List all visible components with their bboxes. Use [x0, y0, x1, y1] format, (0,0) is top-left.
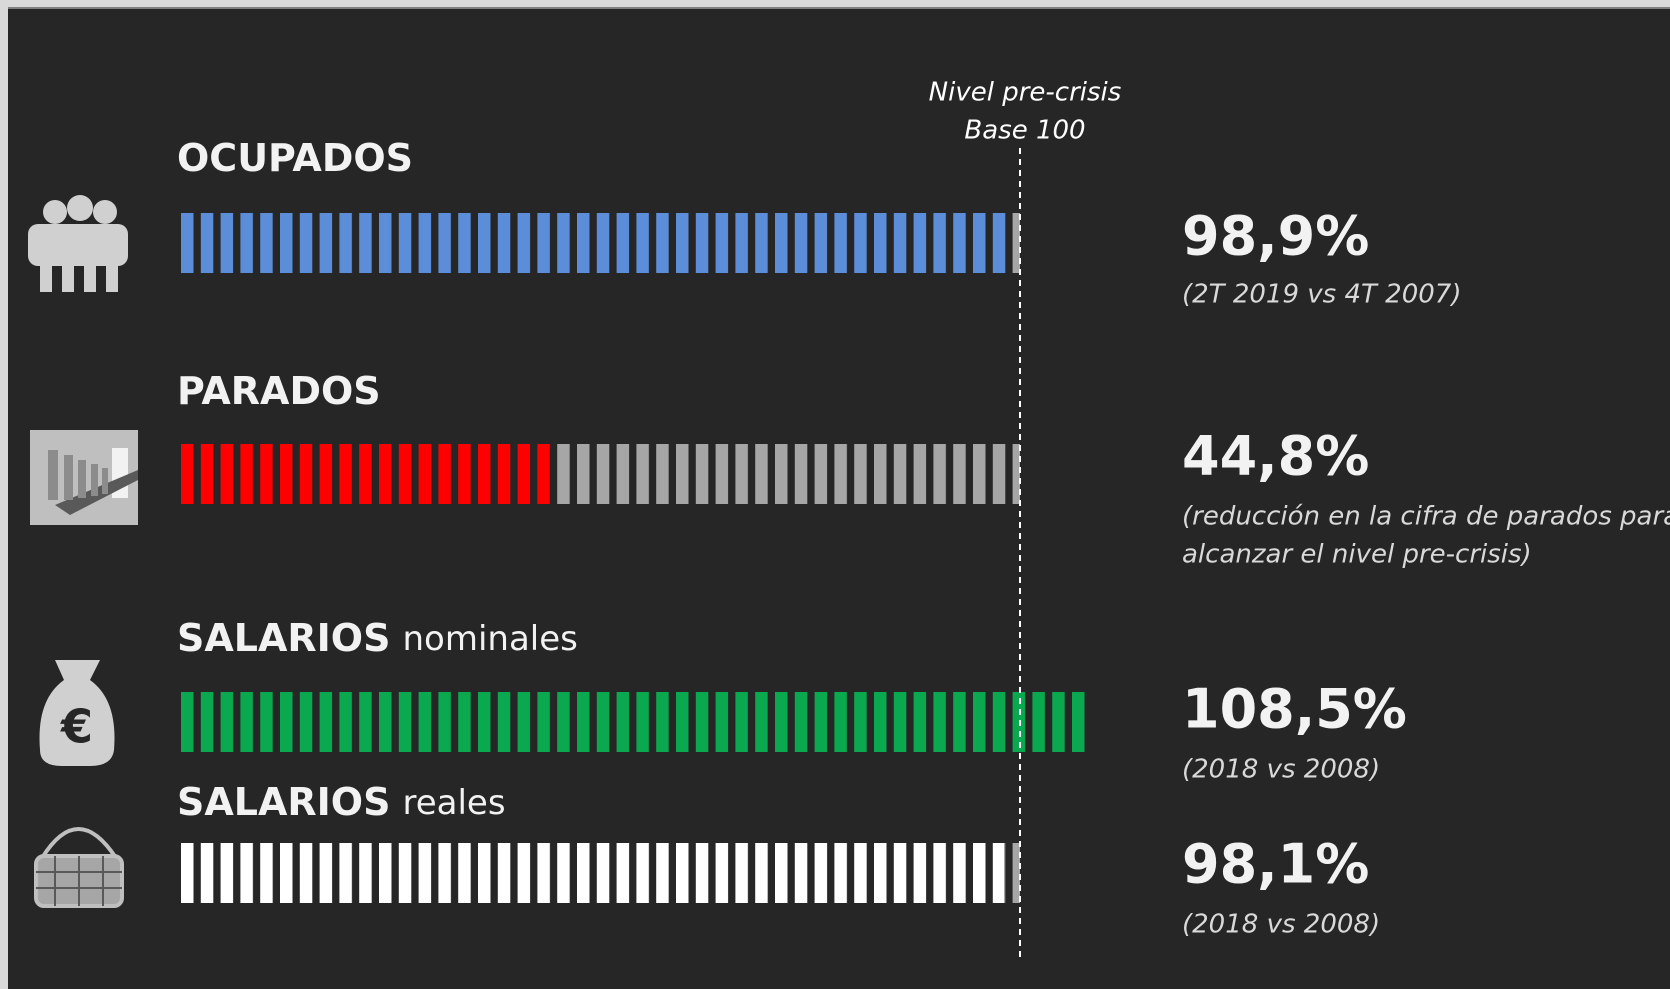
row-title: PARADOS — [177, 369, 381, 413]
bar — [181, 843, 1004, 903]
page: {"chart_data": { "type": "bar", "referen… — [0, 0, 1670, 989]
value-label: 44,8% — [1182, 425, 1369, 488]
row-label: PARADOS — [177, 369, 381, 413]
infographic: € Nivel pre-crisis Base 100 OCUPADOS 98,9… — [0, 0, 1670, 989]
reference-label: Base 100 — [964, 116, 1085, 146]
row-label: SALARIOS — [177, 616, 390, 660]
row-qualifier: nominales — [402, 619, 577, 659]
bar — [181, 444, 557, 504]
value-note: alcanzar el nivel pre-crisis) — [1182, 540, 1532, 570]
row-title: SALARIOS reales — [177, 780, 506, 824]
bar-remainder — [557, 444, 1020, 504]
svg-text:€: € — [60, 700, 93, 754]
reference-label: Nivel pre-crisis — [929, 78, 1122, 108]
bar-remainder — [1011, 213, 1020, 273]
row-title: OCUPADOS — [177, 136, 413, 180]
bar-remainder — [1004, 843, 1020, 903]
value-note: (reducción en la cifra de parados para — [1182, 502, 1670, 532]
value-note: (2018 vs 2008) — [1182, 910, 1380, 940]
row-qualifier: reales — [402, 783, 505, 823]
bar — [181, 692, 1091, 752]
bar — [181, 213, 1011, 273]
value-note: (2018 vs 2008) — [1182, 755, 1380, 785]
queue-icon — [30, 430, 138, 525]
row-label: SALARIOS — [177, 780, 390, 824]
value-label: 98,9% — [1182, 205, 1369, 268]
row-label: OCUPADOS — [177, 136, 413, 180]
row-title: SALARIOS nominales — [177, 616, 578, 660]
value-label: 98,1% — [1182, 833, 1369, 896]
value-note: (2T 2019 vs 4T 2007) — [1182, 280, 1461, 310]
value-label: 108,5% — [1182, 678, 1407, 741]
